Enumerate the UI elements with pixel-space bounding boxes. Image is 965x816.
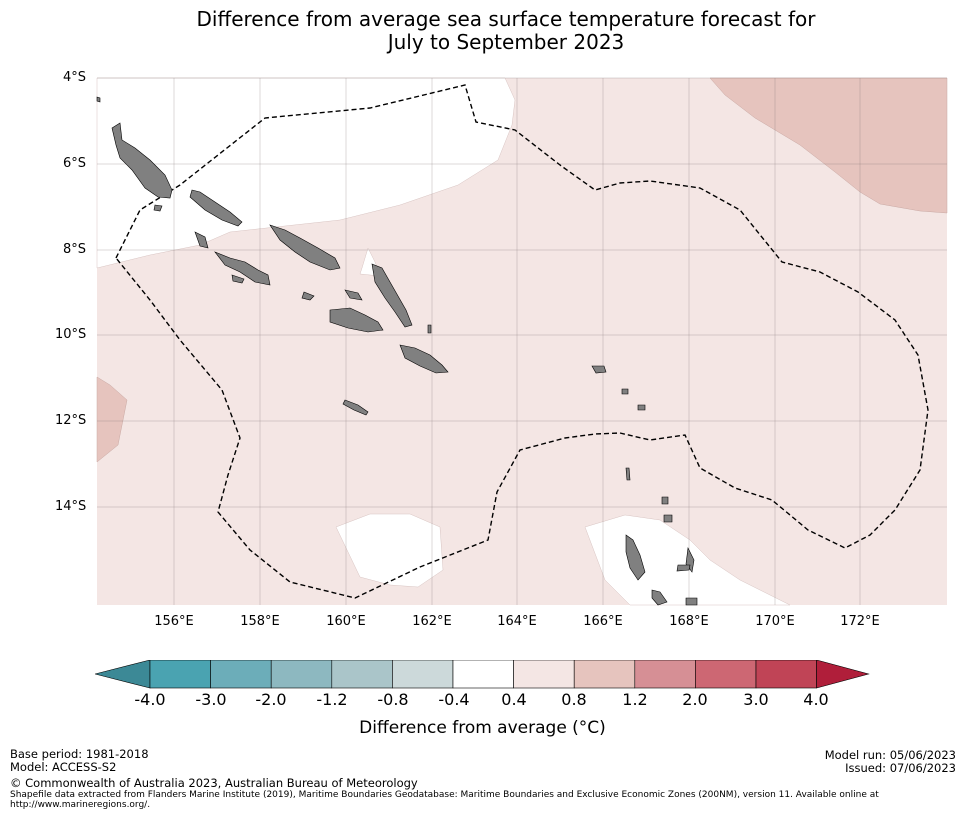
lon-label: 158°E bbox=[240, 614, 280, 629]
colorbar-segment bbox=[331, 660, 393, 689]
island-small-1 bbox=[96, 96, 101, 103]
island-choiseul bbox=[189, 189, 243, 227]
colorbar-segment bbox=[392, 660, 454, 689]
model-run: Model run: 05/06/2023 bbox=[824, 748, 956, 762]
colorbar-label: Difference from average (°C) bbox=[359, 718, 606, 738]
lon-label: 160°E bbox=[326, 614, 366, 629]
near-average-region-north bbox=[96, 77, 516, 269]
colorbar-segment bbox=[513, 660, 575, 689]
colorbar-segment bbox=[270, 660, 333, 689]
island-gaua bbox=[661, 496, 669, 505]
lat-label: 10°S bbox=[55, 327, 87, 342]
shapefile-credit-line-1: Shapefile data extracted from Flanders M… bbox=[10, 790, 879, 800]
lon-label: 156°E bbox=[154, 614, 194, 629]
island-bougainville bbox=[111, 122, 173, 199]
island-russell bbox=[301, 291, 315, 301]
colorbar-segment bbox=[149, 660, 211, 689]
colorbar-tick-label: -4.0 bbox=[134, 690, 166, 709]
island-small-2 bbox=[153, 204, 163, 212]
colorbar-segment bbox=[695, 660, 757, 689]
base-period: Base period: 1981-2018 bbox=[10, 747, 149, 761]
colorbar-tick-label: -2.0 bbox=[255, 690, 287, 709]
title-line-2: July to September 2023 bbox=[387, 30, 625, 54]
lon-label: 172°E bbox=[840, 614, 880, 629]
colorbar-tick-label: 4.0 bbox=[803, 690, 829, 709]
colorbar-segment bbox=[210, 660, 272, 689]
lon-label: 164°E bbox=[497, 614, 537, 629]
copyright: © Commonwealth of Australia 2023, Austra… bbox=[10, 776, 418, 790]
colorbar-segment bbox=[634, 660, 696, 689]
colorbar-segment bbox=[755, 660, 817, 689]
lat-label: 12°S bbox=[55, 413, 87, 428]
lat-label: 14°S bbox=[55, 499, 87, 514]
land-masses bbox=[96, 96, 698, 606]
colorbar-tick-label: -0.4 bbox=[438, 690, 470, 709]
shapefile-credit-line-2: http://www.marineregions.org/. bbox=[10, 800, 151, 810]
colorbar-tick-label: 1.2 bbox=[622, 690, 648, 709]
lat-label: 8°S bbox=[63, 242, 87, 257]
island-makira bbox=[399, 344, 449, 374]
lon-label: 168°E bbox=[669, 614, 709, 629]
island-shortland bbox=[194, 231, 209, 249]
lon-label: 170°E bbox=[755, 614, 795, 629]
colorbar-segment bbox=[452, 660, 514, 689]
graticule bbox=[97, 77, 947, 605]
colorbar-extend-low bbox=[95, 660, 151, 689]
colorbar-tick-label: 2.0 bbox=[682, 690, 708, 709]
colorbar-tick-label: -3.0 bbox=[195, 690, 227, 709]
island-espiritu-santo bbox=[625, 534, 646, 581]
colorbar-tick-label: 0.8 bbox=[561, 690, 587, 709]
colorbar-tick-label: 0.4 bbox=[501, 690, 527, 709]
title-line-1: Difference from average sea surface temp… bbox=[196, 7, 816, 31]
island-small-3 bbox=[231, 274, 245, 284]
lat-label: 4°S bbox=[63, 70, 87, 85]
island-small-5 bbox=[625, 467, 631, 481]
island-santa-cruz bbox=[591, 365, 607, 374]
chart-title: Difference from average sea surface temp… bbox=[0, 8, 965, 54]
island-ambrym bbox=[685, 597, 698, 606]
island-tikopia bbox=[637, 404, 646, 411]
colorbar-tick-label: 3.0 bbox=[743, 690, 769, 709]
lon-label: 166°E bbox=[583, 614, 623, 629]
island-santa-isabel bbox=[269, 224, 341, 271]
issued-date: Issued: 07/06/2023 bbox=[845, 761, 956, 775]
colorbar-segment bbox=[573, 660, 636, 689]
model-name: Model: ACCESS-S2 bbox=[10, 760, 117, 774]
island-florida bbox=[344, 289, 363, 301]
colorbar-tick-label: -1.2 bbox=[316, 690, 348, 709]
colorbar-extend-high bbox=[816, 660, 870, 689]
island-small-4 bbox=[427, 324, 432, 334]
island-new-georgia bbox=[214, 251, 271, 286]
lat-label: 6°S bbox=[63, 156, 87, 171]
island-vanikoro bbox=[621, 388, 629, 395]
island-malakula bbox=[651, 589, 668, 606]
island-vanua-lava bbox=[663, 514, 673, 523]
colorbar bbox=[95, 660, 870, 689]
eez-boundary-solomon-islands bbox=[115, 84, 929, 599]
island-guadalcanal bbox=[329, 307, 384, 333]
warm-region-west bbox=[96, 376, 128, 463]
island-pentecost bbox=[676, 564, 691, 572]
colorbar-tick-label: -0.8 bbox=[377, 690, 409, 709]
island-malaita bbox=[371, 263, 413, 328]
island-rennell bbox=[342, 399, 369, 416]
lon-label: 162°E bbox=[412, 614, 452, 629]
